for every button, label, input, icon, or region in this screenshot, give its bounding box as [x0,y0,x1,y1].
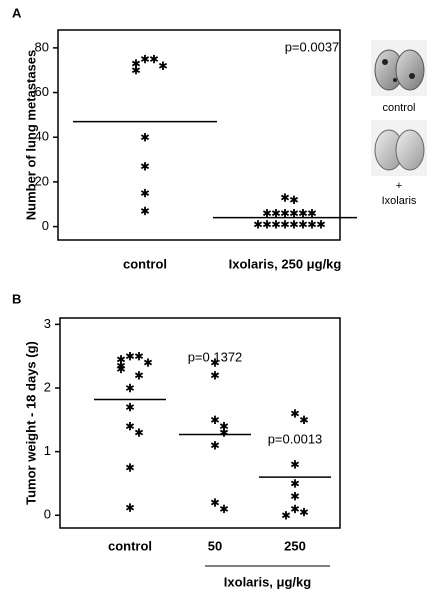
y-tick-label: 2 [44,379,51,394]
data-point [140,188,150,198]
data-point [307,208,317,218]
data-point [262,208,272,218]
panel-label: A [12,5,22,20]
y-tick-label: 20 [35,173,49,188]
y-tick-label: 0 [42,218,49,233]
y-tick-label: 60 [35,84,49,99]
data-point [125,351,135,361]
data-point [316,220,326,229]
metastasis-spot [409,73,415,79]
data-point [253,220,263,229]
data-point [290,460,300,469]
x-tick-label: Ixolaris, 250 μg/kg [229,256,342,271]
data-point [125,421,135,431]
data-point [307,220,317,229]
y-tick-label: 40 [35,129,49,144]
x-group-label: Ixolaris, μg/kg [224,574,311,589]
data-point [125,383,135,393]
data-point [140,54,150,64]
data-point [271,220,281,229]
data-point [262,220,272,229]
data-point [125,402,135,412]
data-point [299,507,309,517]
data-point [131,66,141,75]
data-point [290,479,300,488]
data-point [125,503,135,512]
x-tick-label: control [108,538,152,553]
y-axis-label: Tumor weight - 18 days (g) [23,341,38,505]
y-tick-label: 3 [44,316,51,331]
data-point [116,364,126,374]
lung-right [395,49,425,91]
data-point [280,193,290,202]
lung-right [395,129,425,171]
data-point [299,415,309,425]
data-point [298,220,308,229]
data-point [219,428,229,437]
data-point [280,220,290,229]
data-point [125,463,135,472]
data-point [143,358,153,367]
metastasis-spot [393,78,397,82]
y-tick-label: 0 [44,507,51,522]
data-point [290,504,300,514]
data-point [290,491,300,501]
data-point [210,358,220,367]
data-point [280,208,290,218]
data-point [219,504,229,514]
data-point [210,415,220,425]
data-point [210,371,220,380]
plot-frame [57,29,341,241]
data-point [140,206,150,216]
data-point [289,208,299,218]
x-tick-label: 50 [208,538,222,553]
y-tick-label: 1 [44,443,51,458]
data-point [289,220,299,229]
data-point [134,428,144,437]
x-tick-label: control [123,256,167,271]
plot-frame [59,317,341,529]
image-label: + [396,180,402,192]
p-value: p=0.0013 [268,431,323,446]
data-point [158,61,168,70]
data-point [134,371,144,380]
data-point [149,54,159,64]
data-point [281,511,291,520]
image-label: Ixolaris [382,195,417,207]
panel-label: B [12,291,21,306]
data-point [140,162,150,171]
data-point [298,208,308,218]
image-label: control [382,102,415,114]
data-point [290,409,300,418]
data-point [210,498,220,507]
data-point [289,195,299,204]
data-point [210,441,220,450]
data-point [140,133,150,142]
data-point [271,208,281,218]
data-point [134,351,144,361]
metastasis-spot [382,59,388,65]
x-tick-label: 250 [284,538,306,553]
y-axis-label: Number of lung metastases [23,50,38,221]
y-tick-label: 80 [35,39,49,54]
p-value: p=0.0037 [285,39,340,54]
p-value: p=0.1372 [188,349,243,364]
